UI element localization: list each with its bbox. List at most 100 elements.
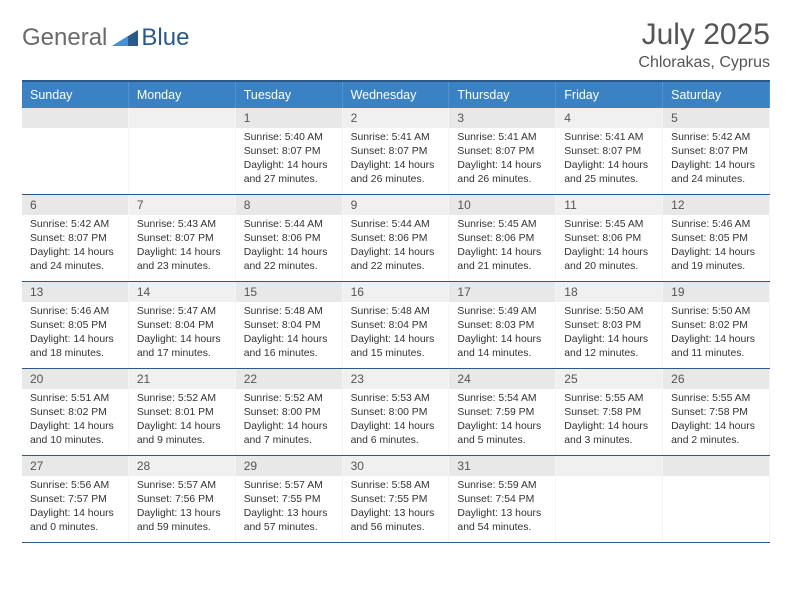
- day-info: Sunrise: 5:55 AMSunset: 7:58 PMDaylight:…: [663, 389, 769, 448]
- day-number: 9: [343, 195, 449, 215]
- day-cell: 3Sunrise: 5:41 AMSunset: 8:07 PMDaylight…: [449, 108, 556, 194]
- day-info: Sunrise: 5:44 AMSunset: 8:06 PMDaylight:…: [343, 215, 449, 274]
- day-of-week-row: SundayMondayTuesdayWednesdayThursdayFrid…: [22, 82, 770, 108]
- location-label: Chlorakas, Cyprus: [638, 54, 770, 72]
- calendar-page: General Blue July 2025 Chlorakas, Cyprus…: [0, 0, 792, 553]
- day-cell: 26Sunrise: 5:55 AMSunset: 7:58 PMDayligh…: [663, 369, 770, 455]
- day-info: Sunrise: 5:50 AMSunset: 8:03 PMDaylight:…: [556, 302, 662, 361]
- day-of-week-header: Saturday: [663, 82, 770, 108]
- day-number: 20: [22, 369, 128, 389]
- brand-part2: Blue: [141, 24, 189, 52]
- day-number: 28: [129, 456, 235, 476]
- day-cell: 16Sunrise: 5:48 AMSunset: 8:04 PMDayligh…: [343, 282, 450, 368]
- day-cell: 23Sunrise: 5:53 AMSunset: 8:00 PMDayligh…: [343, 369, 450, 455]
- day-cell: 27Sunrise: 5:56 AMSunset: 7:57 PMDayligh…: [22, 456, 129, 542]
- day-info: Sunrise: 5:46 AMSunset: 8:05 PMDaylight:…: [22, 302, 128, 361]
- day-number: 29: [236, 456, 342, 476]
- day-number: [663, 456, 769, 476]
- header: General Blue July 2025 Chlorakas, Cyprus: [22, 18, 770, 72]
- day-number: 2: [343, 108, 449, 128]
- day-info: Sunrise: 5:50 AMSunset: 8:02 PMDaylight:…: [663, 302, 769, 361]
- day-info: Sunrise: 5:46 AMSunset: 8:05 PMDaylight:…: [663, 215, 769, 274]
- day-number: 25: [556, 369, 662, 389]
- day-info: Sunrise: 5:48 AMSunset: 8:04 PMDaylight:…: [236, 302, 342, 361]
- day-number: 6: [22, 195, 128, 215]
- day-number: 17: [449, 282, 555, 302]
- weeks-container: 1Sunrise: 5:40 AMSunset: 8:07 PMDaylight…: [22, 108, 770, 543]
- day-number: 18: [556, 282, 662, 302]
- day-info: Sunrise: 5:42 AMSunset: 8:07 PMDaylight:…: [22, 215, 128, 274]
- day-info: Sunrise: 5:45 AMSunset: 8:06 PMDaylight:…: [449, 215, 555, 274]
- day-of-week-header: Tuesday: [236, 82, 343, 108]
- day-number: [129, 108, 235, 128]
- day-info: Sunrise: 5:56 AMSunset: 7:57 PMDaylight:…: [22, 476, 128, 535]
- day-info: Sunrise: 5:40 AMSunset: 8:07 PMDaylight:…: [236, 128, 342, 187]
- day-cell: 17Sunrise: 5:49 AMSunset: 8:03 PMDayligh…: [449, 282, 556, 368]
- brand-triangle-icon: [112, 28, 138, 48]
- day-cell: 30Sunrise: 5:58 AMSunset: 7:55 PMDayligh…: [343, 456, 450, 542]
- day-cell: 5Sunrise: 5:42 AMSunset: 8:07 PMDaylight…: [663, 108, 770, 194]
- day-cell: 4Sunrise: 5:41 AMSunset: 8:07 PMDaylight…: [556, 108, 663, 194]
- day-cell: 1Sunrise: 5:40 AMSunset: 8:07 PMDaylight…: [236, 108, 343, 194]
- day-info: Sunrise: 5:48 AMSunset: 8:04 PMDaylight:…: [343, 302, 449, 361]
- day-number: 21: [129, 369, 235, 389]
- day-info: Sunrise: 5:47 AMSunset: 8:04 PMDaylight:…: [129, 302, 235, 361]
- day-cell: 8Sunrise: 5:44 AMSunset: 8:06 PMDaylight…: [236, 195, 343, 281]
- day-cell: 15Sunrise: 5:48 AMSunset: 8:04 PMDayligh…: [236, 282, 343, 368]
- day-info: Sunrise: 5:57 AMSunset: 7:55 PMDaylight:…: [236, 476, 342, 535]
- day-info: Sunrise: 5:52 AMSunset: 8:01 PMDaylight:…: [129, 389, 235, 448]
- day-of-week-header: Monday: [129, 82, 236, 108]
- day-number: 22: [236, 369, 342, 389]
- day-number: 24: [449, 369, 555, 389]
- calendar: SundayMondayTuesdayWednesdayThursdayFrid…: [22, 80, 770, 543]
- day-number: 7: [129, 195, 235, 215]
- day-cell: 10Sunrise: 5:45 AMSunset: 8:06 PMDayligh…: [449, 195, 556, 281]
- title-block: July 2025 Chlorakas, Cyprus: [638, 18, 770, 72]
- day-info: Sunrise: 5:55 AMSunset: 7:58 PMDaylight:…: [556, 389, 662, 448]
- week-row: 6Sunrise: 5:42 AMSunset: 8:07 PMDaylight…: [22, 195, 770, 282]
- week-row: 13Sunrise: 5:46 AMSunset: 8:05 PMDayligh…: [22, 282, 770, 369]
- day-cell: 22Sunrise: 5:52 AMSunset: 8:00 PMDayligh…: [236, 369, 343, 455]
- day-of-week-header: Thursday: [449, 82, 556, 108]
- day-info: Sunrise: 5:53 AMSunset: 8:00 PMDaylight:…: [343, 389, 449, 448]
- day-cell: 28Sunrise: 5:57 AMSunset: 7:56 PMDayligh…: [129, 456, 236, 542]
- day-cell: 24Sunrise: 5:54 AMSunset: 7:59 PMDayligh…: [449, 369, 556, 455]
- day-number: 31: [449, 456, 555, 476]
- day-info: Sunrise: 5:44 AMSunset: 8:06 PMDaylight:…: [236, 215, 342, 274]
- day-info: Sunrise: 5:41 AMSunset: 8:07 PMDaylight:…: [343, 128, 449, 187]
- day-info: Sunrise: 5:57 AMSunset: 7:56 PMDaylight:…: [129, 476, 235, 535]
- day-number: [556, 456, 662, 476]
- day-number: 30: [343, 456, 449, 476]
- day-number: 1: [236, 108, 342, 128]
- day-info: Sunrise: 5:43 AMSunset: 8:07 PMDaylight:…: [129, 215, 235, 274]
- day-info: Sunrise: 5:45 AMSunset: 8:06 PMDaylight:…: [556, 215, 662, 274]
- brand-part1: General: [22, 24, 107, 52]
- day-cell: 14Sunrise: 5:47 AMSunset: 8:04 PMDayligh…: [129, 282, 236, 368]
- day-of-week-header: Wednesday: [343, 82, 450, 108]
- day-cell: 12Sunrise: 5:46 AMSunset: 8:05 PMDayligh…: [663, 195, 770, 281]
- day-cell: [129, 108, 236, 194]
- day-info: Sunrise: 5:41 AMSunset: 8:07 PMDaylight:…: [556, 128, 662, 187]
- day-info: Sunrise: 5:59 AMSunset: 7:54 PMDaylight:…: [449, 476, 555, 535]
- day-cell: 9Sunrise: 5:44 AMSunset: 8:06 PMDaylight…: [343, 195, 450, 281]
- day-number: 15: [236, 282, 342, 302]
- day-cell: 2Sunrise: 5:41 AMSunset: 8:07 PMDaylight…: [343, 108, 450, 194]
- day-cell: [556, 456, 663, 542]
- day-number: 11: [556, 195, 662, 215]
- day-info: Sunrise: 5:58 AMSunset: 7:55 PMDaylight:…: [343, 476, 449, 535]
- day-number: 26: [663, 369, 769, 389]
- day-number: 3: [449, 108, 555, 128]
- day-cell: 25Sunrise: 5:55 AMSunset: 7:58 PMDayligh…: [556, 369, 663, 455]
- day-cell: 31Sunrise: 5:59 AMSunset: 7:54 PMDayligh…: [449, 456, 556, 542]
- day-number: [22, 108, 128, 128]
- day-cell: 13Sunrise: 5:46 AMSunset: 8:05 PMDayligh…: [22, 282, 129, 368]
- day-cell: 21Sunrise: 5:52 AMSunset: 8:01 PMDayligh…: [129, 369, 236, 455]
- day-info: Sunrise: 5:41 AMSunset: 8:07 PMDaylight:…: [449, 128, 555, 187]
- week-row: 27Sunrise: 5:56 AMSunset: 7:57 PMDayligh…: [22, 456, 770, 543]
- day-number: 10: [449, 195, 555, 215]
- week-row: 20Sunrise: 5:51 AMSunset: 8:02 PMDayligh…: [22, 369, 770, 456]
- week-row: 1Sunrise: 5:40 AMSunset: 8:07 PMDaylight…: [22, 108, 770, 195]
- day-number: 13: [22, 282, 128, 302]
- day-number: 14: [129, 282, 235, 302]
- day-info: Sunrise: 5:49 AMSunset: 8:03 PMDaylight:…: [449, 302, 555, 361]
